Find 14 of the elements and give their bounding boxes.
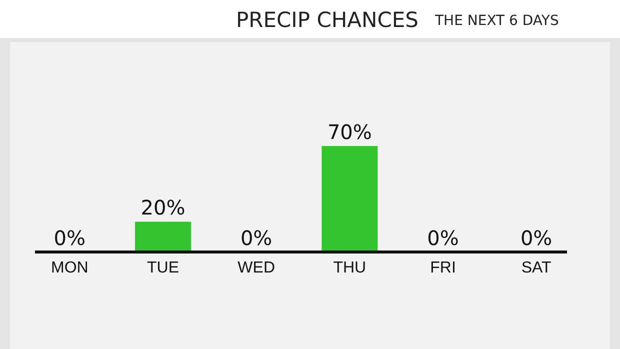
data-label: 0% <box>427 226 459 250</box>
x-tick-label: WED <box>238 260 275 277</box>
chart-subtitle: THE NEXT 6 DAYS <box>434 13 559 29</box>
data-label: 70% <box>327 120 372 144</box>
x-tick-label: SAT <box>521 260 552 277</box>
data-label: 0% <box>54 226 86 250</box>
x-tick-label: THU <box>333 260 366 277</box>
x-tick-label: MON <box>51 260 88 277</box>
data-label: 20% <box>140 196 186 220</box>
x-tick-label: FRI <box>430 260 456 277</box>
chart-title: PRECIP CHANCES <box>236 8 419 32</box>
data-label: 0% <box>520 226 552 250</box>
data-label: 0% <box>240 226 272 250</box>
x-tick-label: TUE <box>147 260 179 277</box>
